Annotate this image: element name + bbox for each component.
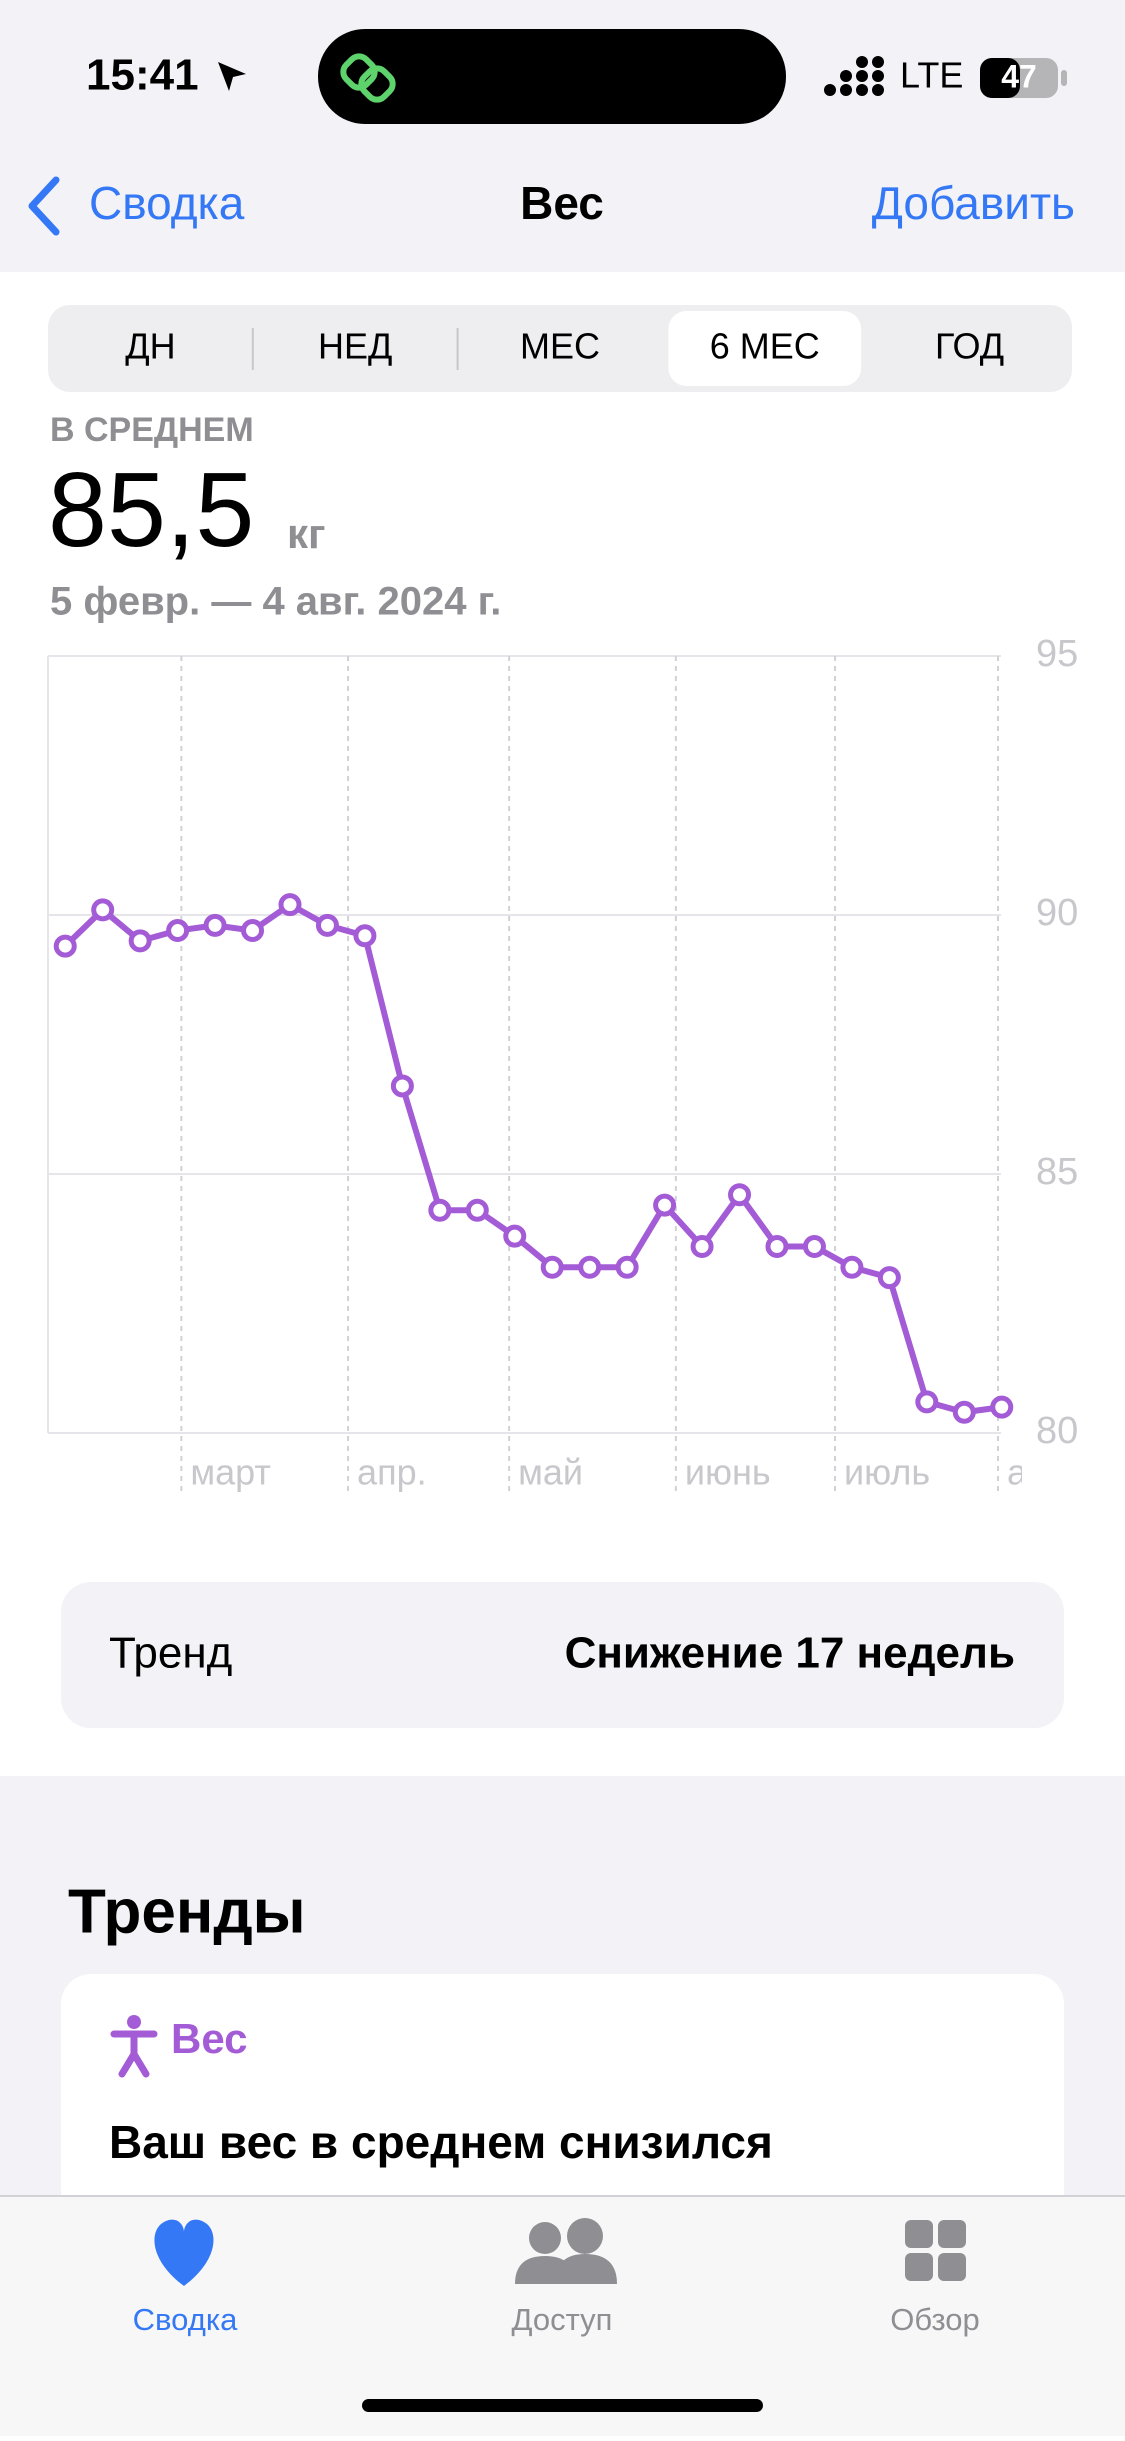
add-button[interactable]: Добавить [872,177,1075,229]
segment[interactable]: ДН [125,326,175,367]
x-tick-label: июль [844,1452,930,1493]
weight-point [241,919,265,943]
nav-title: Вес [520,177,604,229]
dynamic-island [318,29,786,124]
island-icon [340,53,396,103]
x-tick-label: апр. [357,1452,427,1493]
card-title: Вес [171,2015,248,2062]
summary-label: В СРЕДНЕМ [50,411,254,449]
weight-point [990,1395,1014,1419]
home-indicator [362,2399,763,2412]
x-tick-label: март [190,1452,270,1493]
weight-point [690,1235,714,1259]
battery-text: 47 [1001,58,1037,94]
y-tick-label: 85 [1036,1151,1078,1193]
trend-value: Снижение 17 недель [565,1629,1015,1678]
weight-point [203,913,227,937]
weight-point [53,934,77,958]
x-tick-label: а [1007,1452,1028,1493]
weight-point [278,893,302,917]
y-tick-label: 90 [1036,892,1078,934]
x-axis: март апр. май июнь июль а [180,656,1028,1495]
weight-point [915,1390,939,1414]
y-tick-label: 80 [1036,1410,1078,1452]
trend-row [61,1582,1064,1728]
battery-tip [1061,70,1067,86]
tab-label[interactable]: Сводка [133,2302,238,2337]
back-button[interactable]: Сводка [89,177,245,229]
tab-icon-sharing[interactable] [515,2218,617,2284]
weight-point [653,1193,677,1217]
section-title: Тренды [68,1877,306,1946]
person-icon [110,2015,158,2078]
card-text: Ваш вес в среднем снизился [109,2116,773,2168]
weight-point [503,1224,527,1248]
weight-point [91,898,115,922]
y-tick-label: 95 [1036,633,1078,675]
network: LTE [900,55,963,96]
x-tick-label: май [518,1452,583,1493]
segment[interactable]: НЕД [318,326,392,367]
weight-point [465,1198,489,1222]
weight-point [840,1255,864,1279]
battery-level [980,58,1020,98]
summary-range: 5 февр. — 4 авг. 2024 г. [50,580,501,624]
weight-point [728,1183,752,1207]
location-icon [218,62,246,91]
weight-point [802,1235,826,1259]
trend-label: Тренд [109,1629,232,1678]
weight-point [540,1255,564,1279]
tab-label[interactable]: Доступ [512,2302,613,2337]
weight-point [615,1255,639,1279]
time: 15:41 [86,51,199,100]
tab-label[interactable]: Обзор [890,2302,980,2337]
content-bg [0,272,1125,1776]
weight-point [952,1400,976,1424]
tab-icon-summary[interactable] [154,2219,214,2286]
weight-point [578,1255,602,1279]
weight-point [315,913,339,937]
segment-selected [668,311,862,386]
segment[interactable]: 6 МЕС [710,326,820,367]
tab-icon-browse[interactable] [905,2220,966,2281]
weight-point [353,924,377,948]
weight-point [166,919,190,943]
back-chevron[interactable] [28,176,60,236]
weight-point [128,929,152,953]
chart: 80 85 90 95 март апр. май июнь июль а [47,633,1078,1495]
weight-point [390,1074,414,1098]
x-tick-label: июнь [685,1452,771,1493]
signal-icon [824,56,884,96]
summary-value: 85,5 [48,451,254,569]
weight-point [765,1235,789,1259]
weight-point [877,1266,901,1290]
summary-unit: кг [287,510,326,557]
segment[interactable]: ГОД [935,326,1004,367]
segment[interactable]: МЕС [520,326,600,367]
weight-point [428,1198,452,1222]
